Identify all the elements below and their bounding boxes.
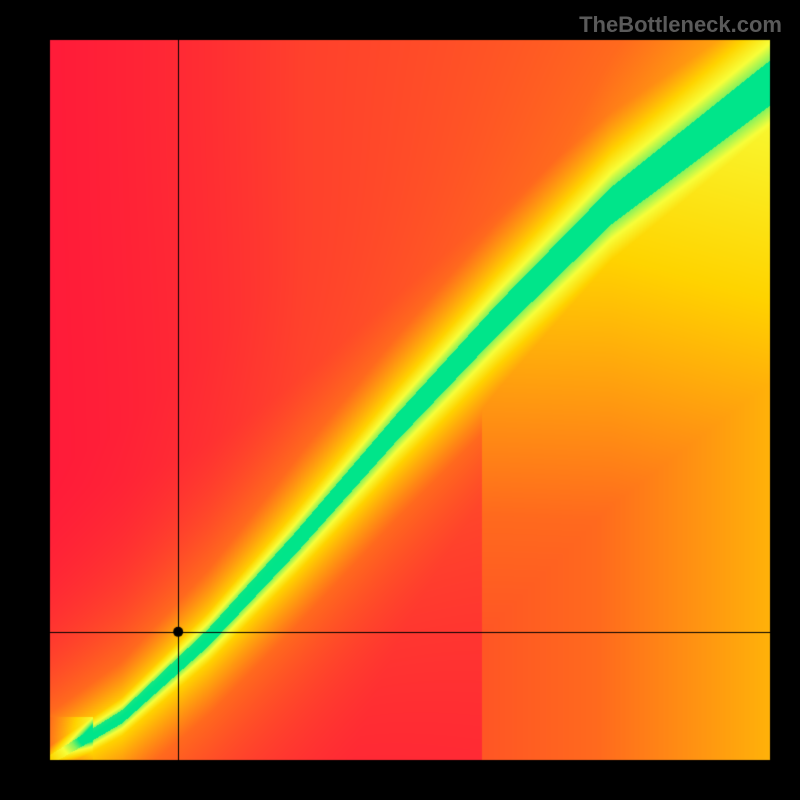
watermark-text: TheBottleneck.com: [579, 12, 782, 38]
bottleneck-heatmap: [0, 0, 800, 800]
chart-container: TheBottleneck.com: [0, 0, 800, 800]
